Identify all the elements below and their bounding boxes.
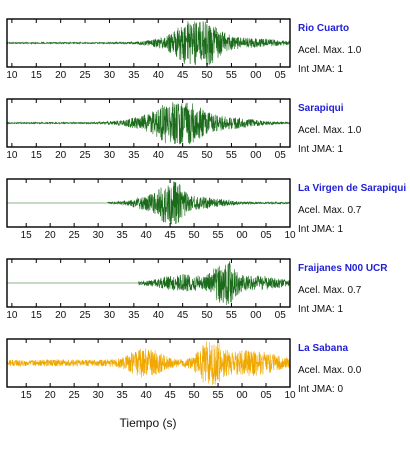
panel-2: 10 15 20 25 30 35 40 45 50 55 00 05 Sarapiqui Acel. M… (6, 98, 362, 161)
jma-intensity-label: Int JMA: 0 (298, 384, 343, 395)
jma-intensity-label: Int JMA: 1 (298, 304, 343, 315)
station-name: Sarapiqui (298, 103, 344, 114)
tick-label: 55 (212, 230, 224, 241)
tick-label: 50 (189, 230, 201, 241)
station-name: Fraijanes N00 UCR (298, 263, 388, 274)
tick-label: 05 (275, 310, 287, 321)
tick-label: 25 (69, 230, 81, 241)
station-name: La Sabana (298, 343, 348, 354)
tick-label: 50 (201, 150, 213, 161)
acceleration-label: Acel. Max. 0.0 (298, 365, 362, 376)
tick-label: 55 (226, 310, 238, 321)
tick-label: 15 (31, 310, 43, 321)
tick-label: 35 (128, 70, 140, 81)
tick-label: 30 (93, 390, 105, 401)
tick-label: 45 (165, 230, 177, 241)
tick-label: 25 (69, 390, 81, 401)
tick-label: 00 (250, 150, 262, 161)
acceleration-label: Acel. Max. 1.0 (298, 45, 362, 56)
acceleration-label: Acel. Max. 0.7 (298, 285, 362, 296)
tick-label: 20 (55, 150, 67, 161)
panel-frame (6, 258, 291, 308)
panel-frame (6, 98, 291, 148)
tick-label: 20 (55, 70, 67, 81)
tick-label: 30 (104, 310, 116, 321)
station-name: Rio Cuarto (298, 23, 349, 34)
tick-label: 35 (117, 230, 129, 241)
tick-label: 45 (177, 70, 189, 81)
tick-label: 05 (260, 390, 272, 401)
tick-label: 10 (284, 390, 296, 401)
tick-label: 25 (80, 70, 92, 81)
jma-intensity-label: Int JMA: 1 (298, 144, 343, 155)
tick-label: 10 (6, 150, 18, 161)
tick-label: 35 (128, 310, 140, 321)
station-name: La Virgen de Sarapiqui (298, 183, 406, 194)
panel-1: 10 15 20 25 30 35 40 45 50 55 00 05 Rio Cuarto Acel. … (6, 18, 362, 81)
tick-label: 50 (201, 310, 213, 321)
waveform-line (7, 181, 291, 225)
tick-label: 55 (212, 390, 224, 401)
tick-label: 10 (284, 230, 296, 241)
tick-label: 10 (6, 70, 18, 81)
tick-label: 50 (189, 390, 201, 401)
jma-intensity-label: Int JMA: 1 (298, 224, 343, 235)
tick-label: 30 (104, 70, 116, 81)
tick-label: 00 (236, 390, 248, 401)
tick-label: 40 (141, 230, 153, 241)
panel-frame (6, 178, 291, 228)
tick-label: 35 (117, 390, 129, 401)
waveform-line (7, 261, 291, 306)
tick-label: 55 (226, 150, 238, 161)
jma-intensity-label: Int JMA: 1 (298, 64, 343, 75)
panel-5: 15 20 25 30 35 40 45 50 55 00 05 10 La Sabana Acel. M… (6, 338, 362, 401)
tick-label: 45 (177, 150, 189, 161)
tick-label: 15 (31, 70, 43, 81)
tick-label: 40 (141, 390, 153, 401)
tick-label: 50 (201, 70, 213, 81)
tick-label: 45 (165, 390, 177, 401)
tick-label: 05 (260, 230, 272, 241)
tick-label: 05 (275, 70, 287, 81)
panel-frame (6, 338, 291, 388)
tick-label: 10 (6, 310, 18, 321)
tick-label: 35 (128, 150, 140, 161)
tick-label: 25 (80, 310, 92, 321)
tick-label: 40 (153, 150, 165, 161)
tick-label: 15 (31, 150, 43, 161)
tick-label: 45 (177, 310, 189, 321)
tick-label: 00 (250, 70, 262, 81)
tick-label: 00 (250, 310, 262, 321)
tick-label: 00 (236, 230, 248, 241)
tick-label: 55 (226, 70, 238, 81)
panel-3: 15 20 25 30 35 40 45 50 55 00 05 10 La Virgen de Sar… (6, 178, 406, 241)
tick-label: 20 (45, 230, 57, 241)
acceleration-label: Acel. Max. 0.7 (298, 205, 362, 216)
tick-label: 40 (153, 70, 165, 81)
tick-label: 15 (21, 390, 33, 401)
tick-label: 05 (275, 150, 287, 161)
acceleration-label: Acel. Max. 1.0 (298, 125, 362, 136)
waveform-line (6, 102, 291, 145)
panel-frame (6, 18, 291, 68)
tick-label: 20 (55, 310, 67, 321)
panel-4: 10 15 20 25 30 35 40 45 50 55 00 05 Fraijanes N00 UC… (6, 258, 388, 321)
waveform-line (6, 21, 291, 65)
tick-label: 30 (93, 230, 105, 241)
x-axis-title: Tiempo (s) (120, 416, 177, 430)
tick-label: 30 (104, 150, 116, 161)
waveform-line (6, 341, 291, 385)
tick-label: 15 (21, 230, 33, 241)
tick-label: 20 (45, 390, 57, 401)
tick-label: 40 (153, 310, 165, 321)
tick-label: 25 (80, 150, 92, 161)
